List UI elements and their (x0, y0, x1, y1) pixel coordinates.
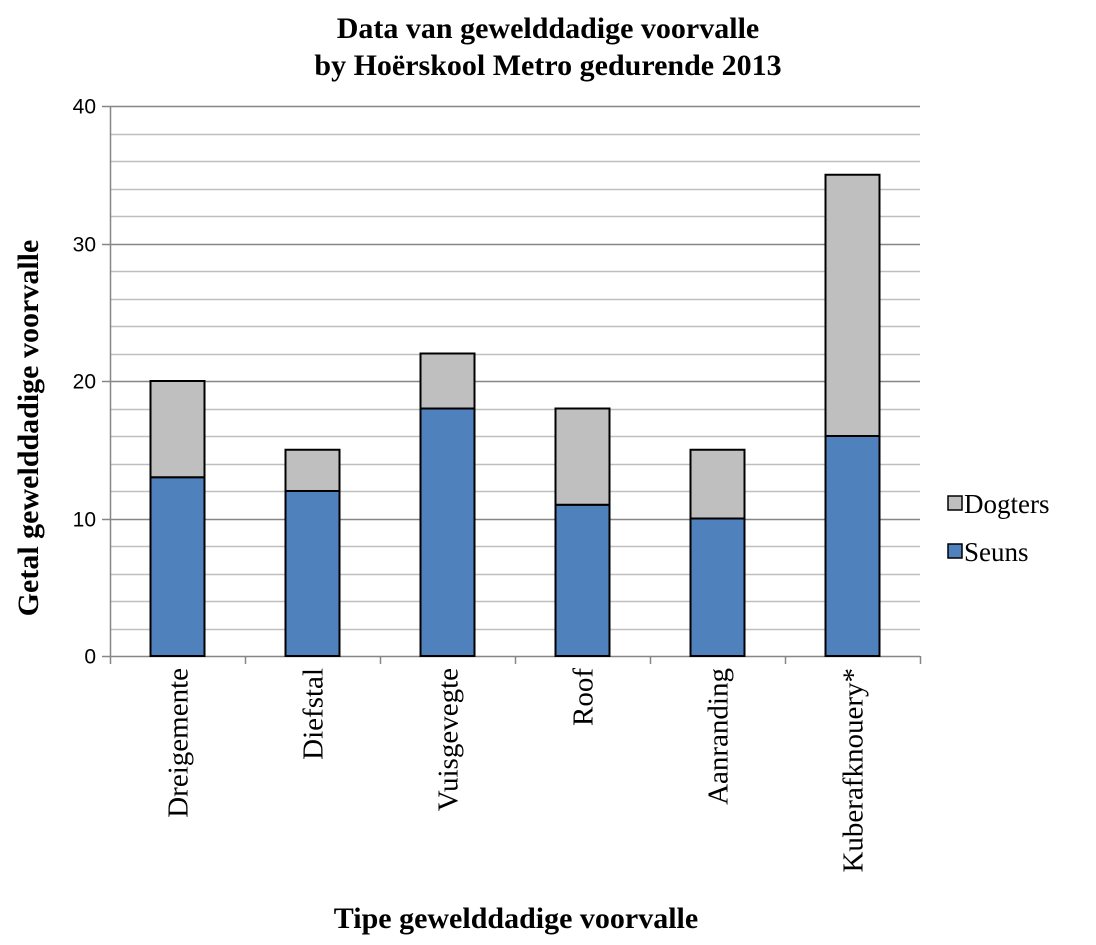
y-tick-labels: 0 10 20 30 40 (73, 96, 96, 669)
chart-title-line-1: Data van gewelddadige voorvalle (337, 12, 759, 45)
y-axis-title: Getal gewelddadige voorvalle (12, 240, 45, 617)
y-tick-label: 40 (73, 96, 96, 119)
bar-dogters-kuberafknouery (824, 173, 881, 437)
bar-dogters-dreigemente (149, 380, 206, 479)
bar-seuns-diefstal (284, 490, 341, 657)
legend-label-dogters: Dogters (964, 489, 1049, 519)
bars (149, 173, 881, 657)
x-tick-label: Kuberafknouery* (838, 668, 870, 873)
bar-seuns-roof (554, 503, 611, 657)
x-tick-label: Vuisgevegte (433, 668, 465, 811)
gridlines (110, 105, 920, 631)
bar-dogters-vuisgevegte (419, 352, 476, 410)
bar-seuns-dreigemente (149, 476, 206, 657)
axes (102, 105, 922, 664)
legend-swatch-dogters (947, 495, 963, 511)
x-axis-title: Tipe gewelddadige voorvalle (334, 902, 698, 935)
y-tick-label: 30 (73, 234, 96, 257)
x-tick-label: Roof (568, 668, 600, 726)
bar-seuns-aanranding (689, 517, 746, 657)
legend-swatch-seuns (947, 543, 963, 559)
chart-title-line-2: by Hoërskool Metro gedurende 2013 (314, 49, 781, 82)
bar-dogters-diefstal (284, 448, 341, 492)
y-tick-label: 20 (73, 371, 96, 394)
bar-dogters-aanranding (689, 448, 746, 520)
bar-seuns-vuisgevegte (419, 407, 476, 657)
legend: Dogters Seuns (947, 489, 1049, 567)
y-tick-label: 10 (73, 509, 96, 532)
y-tick-label: 0 (84, 646, 96, 669)
x-tick-labels: Dreigemente Diefstal Vuisgevegte Roof Aanran… (163, 668, 870, 873)
bar-seuns-kuberafknouery (824, 435, 881, 657)
x-tick-label: Dreigemente (163, 668, 195, 818)
x-tick-label: Aanranding (703, 668, 735, 805)
legend-label-seuns: Seuns (964, 537, 1029, 567)
x-tick-label: Diefstal (298, 668, 330, 760)
bar-dogters-roof (554, 407, 611, 506)
